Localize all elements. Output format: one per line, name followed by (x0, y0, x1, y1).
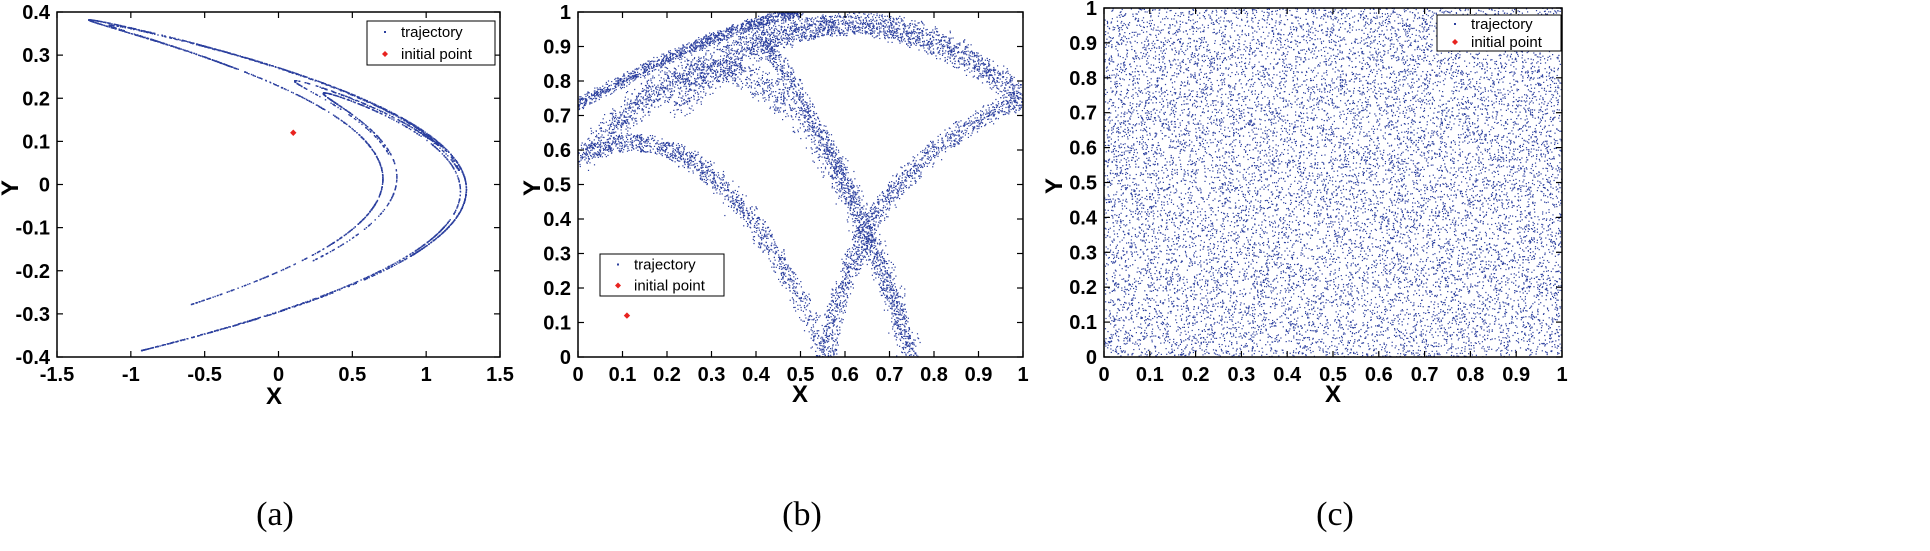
x-tick-label: 0.8 (920, 364, 948, 386)
x-tick-label: -1.5 (40, 364, 74, 386)
x-tick-label: -1 (122, 364, 140, 386)
x-axis-label: X (792, 381, 808, 408)
y-tick-label: 0.1 (22, 131, 50, 153)
y-tick-label: 0.3 (22, 45, 50, 67)
x-tick-label: 1 (1017, 364, 1028, 386)
x-axis-label: X (1325, 381, 1341, 408)
y-axis-label: Y (0, 180, 24, 196)
x-tick-label: 0.1 (1136, 364, 1164, 386)
x-tick-label: 0.2 (1182, 364, 1210, 386)
y-tick-label: -0.1 (16, 218, 50, 240)
x-tick-label: -0.5 (187, 364, 221, 386)
y-tick-label: 0 (1086, 347, 1097, 369)
y-tick-label: 0.9 (543, 37, 571, 59)
x-tick-label: 1 (421, 364, 432, 386)
x-tick-label: 0 (572, 364, 583, 386)
legend: trajectory initial point (599, 253, 725, 297)
trajectory-points (1104, 8, 1562, 357)
panel-b: 0 0.1 0.2 0.3 0.4 0.5 0.6 0.7 0.8 0.9 1 0 0.1 0.2 0.3 0… (519, 2, 1029, 533)
legend-label: trajectory (1471, 16, 1533, 33)
y-tick-label: 0.4 (1069, 207, 1098, 229)
y-tick-label: 0.2 (22, 88, 50, 110)
legend-label: initial point (401, 46, 473, 63)
y-tick-label: 0.3 (1069, 242, 1097, 264)
y-tick-label: -0.2 (16, 261, 50, 283)
y-tick-label: 0.2 (543, 278, 571, 300)
y-tick-label: 0.3 (543, 244, 571, 266)
trajectory-points (88, 19, 468, 352)
x-tick-label: 0.5 (1319, 364, 1347, 386)
legend-label: initial point (1471, 34, 1543, 51)
y-tick-label: -0.3 (16, 304, 50, 326)
x-tick-label: 1 (1556, 364, 1567, 386)
y-tick-label: 0.2 (1069, 277, 1097, 299)
panel-a: -1.5 -1 -0.5 0 0.5 1 1.5 -0.4 -0.3 -0.2 -0.1 0 0.1 0.… (0, 2, 514, 533)
y-tick-label: 0 (560, 347, 571, 369)
y-tick-label: 0.7 (1069, 103, 1097, 125)
x-tick-label: 0.8 (1456, 364, 1484, 386)
x-tick-label: 0.7 (1411, 364, 1439, 386)
initial-point-marker (290, 129, 297, 136)
panel-caption: (c) (1316, 496, 1354, 533)
y-tick-label: 0.5 (543, 175, 571, 197)
legend-trajectory-marker (1454, 23, 1456, 25)
legend-label: initial point (634, 278, 706, 295)
x-tick-label: 0.5 (338, 364, 366, 386)
legend-box (599, 253, 725, 297)
y-tick-label: -0.4 (16, 347, 51, 369)
initial-point-marker (623, 312, 631, 319)
y-tick-label: 1 (1086, 0, 1097, 20)
y-tick-label: 0.9 (1069, 33, 1097, 55)
y-tick-label: 0 (39, 175, 50, 197)
y-tick-label: 0.8 (1069, 68, 1097, 90)
y-tick-label: 0.1 (543, 313, 571, 335)
x-tick-label: 0 (273, 364, 284, 386)
legend-initial-point-marker (1452, 39, 1458, 45)
legend-trajectory-marker (617, 263, 619, 266)
y-tick-label: 0.8 (543, 71, 571, 93)
x-tick-label: 0.1 (609, 364, 637, 386)
trajectory-points (578, 12, 1023, 357)
x-tick-label: 0.3 (1227, 364, 1255, 386)
x-tick-label: 0.7 (876, 364, 904, 386)
panel-caption: (b) (782, 496, 822, 533)
x-tick-label: 0.2 (653, 364, 681, 386)
y-tick-label: 0.6 (543, 140, 571, 162)
y-tick-label: 1 (560, 2, 571, 24)
y-tick-label: 0.4 (22, 2, 51, 24)
y-tick-label: 0.1 (1069, 312, 1097, 334)
y-tick-label: 0.6 (1069, 138, 1097, 160)
x-tick-label: 0.3 (698, 364, 726, 386)
legend: trajectory initial point (366, 20, 496, 66)
x-tick-label: 0.4 (1273, 364, 1302, 386)
legend-trajectory-marker (384, 31, 386, 33)
panel-c: 0 0.1 0.2 0.3 0.4 0.5 0.6 0.7 0.8 0.9 1 0 0.1 0.2 0.3 0… (1041, 0, 1568, 533)
x-tick-label: 0.6 (1365, 364, 1393, 386)
y-tick-label: 0.7 (543, 106, 571, 128)
legend-initial-point-marker (382, 51, 388, 57)
y-axis-label: Y (1041, 178, 1068, 194)
legend-box (1436, 14, 1562, 52)
legend-label: trajectory (401, 24, 463, 41)
x-tick-label: 0 (1098, 364, 1109, 386)
legend-box (366, 20, 496, 66)
x-tick-label: 0.5 (787, 364, 815, 386)
panel-caption: (a) (256, 496, 294, 533)
x-axis-label: X (266, 383, 282, 410)
legend-label: trajectory (634, 257, 696, 274)
legend-initial-point-marker (615, 282, 621, 289)
x-tick-label: 0.4 (742, 364, 771, 386)
x-tick-label: 0.9 (965, 364, 993, 386)
y-tick-label: 0.5 (1069, 173, 1097, 195)
y-tick-label: 0.4 (543, 209, 572, 231)
x-tick-label: 0.9 (1502, 364, 1530, 386)
x-tick-label: 0.6 (831, 364, 859, 386)
y-axis-label: Y (519, 180, 546, 196)
x-tick-label: 1.5 (486, 364, 514, 386)
